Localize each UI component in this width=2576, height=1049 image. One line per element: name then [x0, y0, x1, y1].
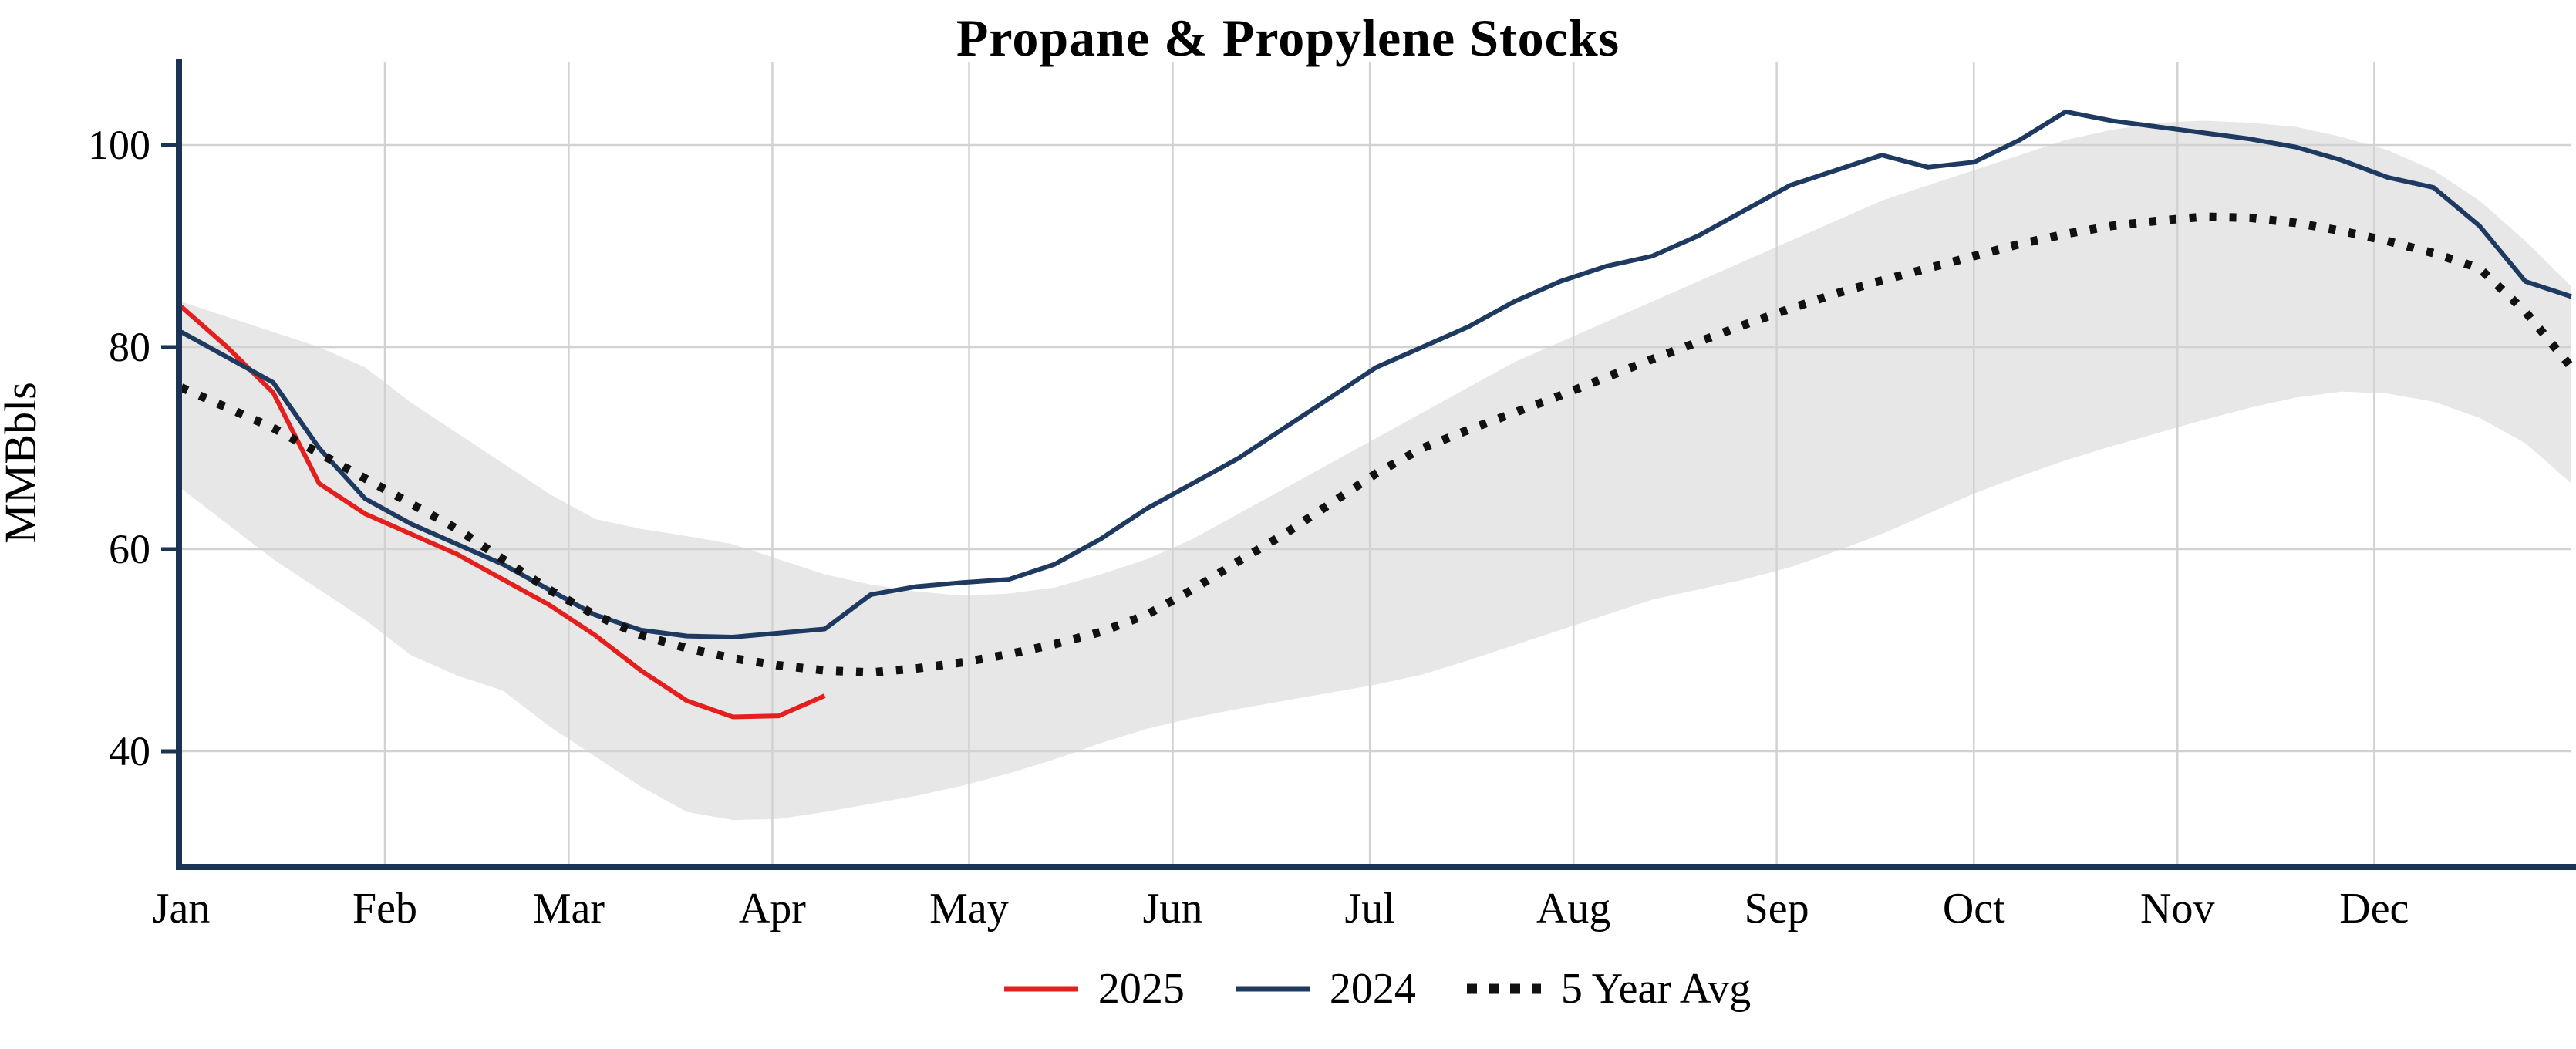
x-tick-label: Jun: [1143, 885, 1203, 933]
chart-title: Propane & Propylene Stocks: [956, 8, 1620, 67]
x-tick-label: Jan: [153, 885, 211, 933]
legend-swatch-line-icon: [1235, 986, 1310, 992]
legend-item-2025: 2025: [1003, 964, 1185, 1014]
y-axis-title: MMBbls: [0, 382, 46, 544]
y-tick-label: 40: [109, 728, 150, 774]
legend-swatch-dotted-line-icon: [1466, 983, 1541, 994]
legend-label: 5 Year Avg: [1560, 965, 1752, 1013]
series-line-2024: [180, 109, 2572, 639]
x-tick-label: Aug: [1536, 885, 1610, 933]
x-tick-label: Mar: [533, 885, 605, 933]
x-tick-label: May: [929, 885, 1009, 933]
series-line-5-year-avg: [179, 212, 2575, 677]
y-tick-label: 60: [109, 526, 150, 572]
y-tick-label: 80: [109, 324, 150, 370]
series-line-2025: [180, 305, 826, 720]
legend-label: 2024: [1329, 965, 1416, 1013]
x-tick-label: Apr: [739, 885, 806, 933]
legend-item-2024: 2024: [1234, 964, 1416, 1014]
x-tick-label: Jul: [1344, 885, 1394, 933]
y-tick-label: 100: [88, 122, 150, 168]
x-tick-label: Sep: [1745, 885, 1809, 933]
x-tick-label: Nov: [2140, 885, 2214, 933]
legend: 2025 2024 5 Year Avg: [0, 964, 2576, 1014]
legend-label: 2025: [1097, 965, 1185, 1013]
legend-item-5-year-avg: 5 Year Avg: [1465, 964, 1751, 1014]
x-tick-label: Feb: [352, 885, 417, 933]
five-year-range-band: [181, 120, 2571, 821]
legend-swatch-line-icon: [1003, 986, 1078, 992]
x-tick-label: Oct: [1943, 885, 2005, 933]
x-tick-label: Dec: [2339, 885, 2409, 933]
